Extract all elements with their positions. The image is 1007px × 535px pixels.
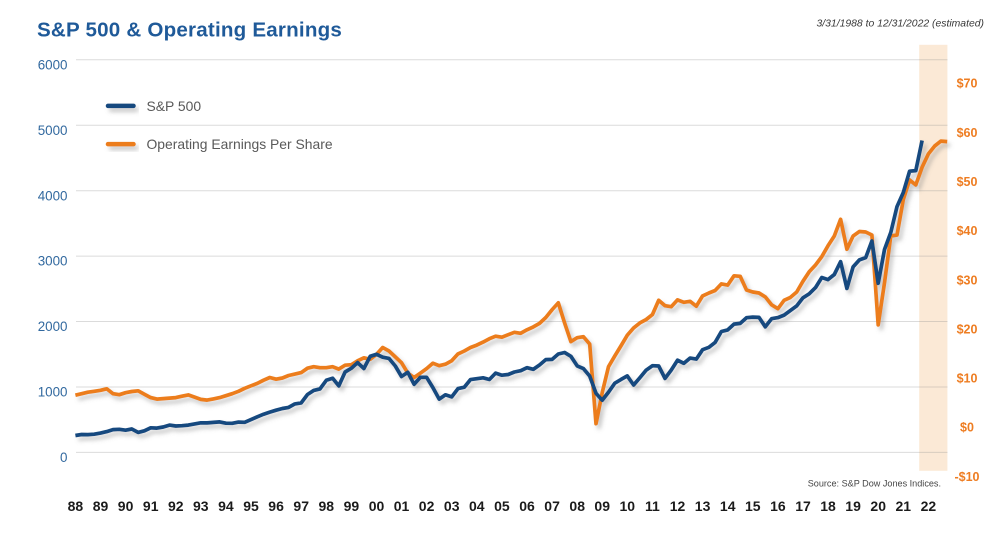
svg-text:17: 17: [795, 498, 811, 514]
svg-text:3000: 3000: [38, 254, 68, 269]
svg-text:0: 0: [60, 450, 67, 465]
svg-text:6000: 6000: [38, 57, 68, 72]
svg-text:00: 00: [369, 498, 385, 514]
svg-text:98: 98: [319, 498, 335, 514]
svg-text:5000: 5000: [38, 123, 68, 138]
svg-text:94: 94: [218, 498, 234, 514]
svg-text:13: 13: [695, 498, 711, 514]
svg-text:$30: $30: [957, 273, 978, 287]
svg-text:07: 07: [544, 498, 560, 514]
svg-text:15: 15: [745, 498, 761, 514]
svg-text:93: 93: [193, 498, 209, 514]
svg-text:12: 12: [670, 498, 686, 514]
svg-text:-$10: -$10: [954, 470, 979, 484]
svg-text:1000: 1000: [38, 385, 68, 400]
svg-text:06: 06: [519, 498, 535, 514]
svg-text:14: 14: [720, 498, 736, 514]
svg-text:2000: 2000: [38, 319, 68, 334]
svg-text:04: 04: [469, 498, 485, 514]
svg-text:96: 96: [268, 498, 284, 514]
svg-text:22: 22: [921, 498, 937, 514]
svg-text:91: 91: [143, 498, 159, 514]
svg-text:11: 11: [645, 498, 660, 514]
svg-text:Source: S&P Dow Jones Indices.: Source: S&P Dow Jones Indices.: [808, 479, 941, 489]
svg-text:09: 09: [594, 498, 610, 514]
svg-text:95: 95: [243, 498, 259, 514]
svg-text:90: 90: [118, 498, 134, 514]
svg-text:$70: $70: [957, 77, 978, 91]
svg-text:$10: $10: [957, 372, 978, 386]
svg-text:4000: 4000: [38, 188, 68, 203]
svg-text:03: 03: [444, 498, 460, 514]
svg-text:97: 97: [293, 498, 309, 514]
svg-text:S&P 500 & Operating Earnings: S&P 500 & Operating Earnings: [37, 19, 342, 42]
svg-text:19: 19: [845, 498, 861, 514]
svg-text:88: 88: [68, 498, 84, 514]
svg-text:S&P 500: S&P 500: [147, 98, 202, 114]
svg-text:Operating Earnings Per Share: Operating Earnings Per Share: [147, 136, 333, 152]
svg-text:$0: $0: [960, 421, 974, 435]
svg-text:16: 16: [770, 498, 786, 514]
svg-text:$50: $50: [957, 175, 978, 189]
svg-text:05: 05: [494, 498, 510, 514]
svg-text:89: 89: [93, 498, 109, 514]
svg-text:01: 01: [394, 498, 410, 514]
svg-text:$20: $20: [957, 322, 978, 336]
svg-text:08: 08: [569, 498, 585, 514]
svg-text:$40: $40: [957, 224, 978, 238]
svg-text:3/31/1988 to 12/31/2022 (estim: 3/31/1988 to 12/31/2022 (estimated): [816, 19, 984, 30]
svg-text:02: 02: [419, 498, 435, 514]
svg-text:$60: $60: [957, 126, 978, 140]
svg-text:99: 99: [344, 498, 360, 514]
svg-text:21: 21: [896, 498, 912, 514]
svg-text:18: 18: [820, 498, 836, 514]
svg-text:20: 20: [870, 498, 886, 514]
svg-text:10: 10: [620, 498, 636, 514]
svg-text:92: 92: [168, 498, 184, 514]
